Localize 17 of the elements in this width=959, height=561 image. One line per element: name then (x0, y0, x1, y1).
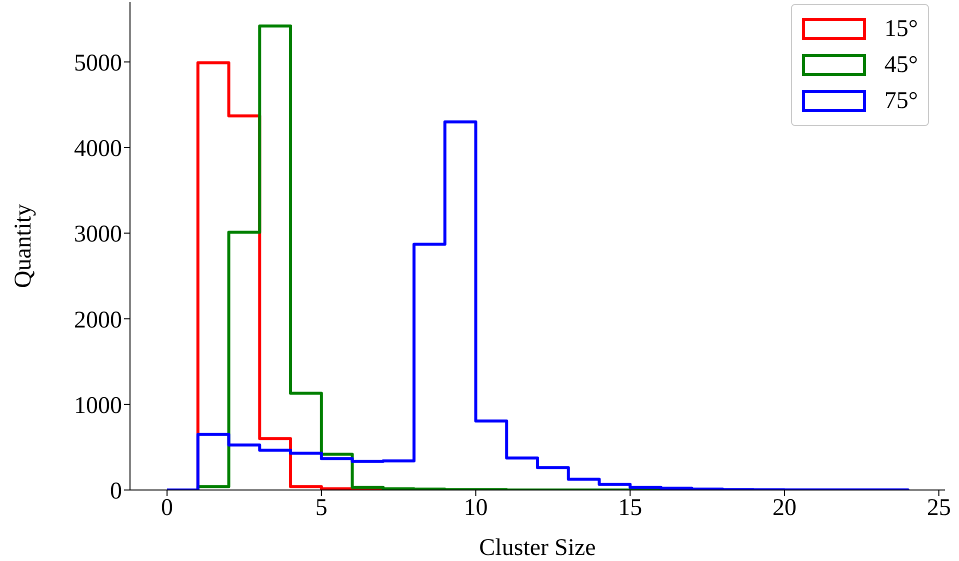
y-tick-label: 2000 (74, 307, 122, 334)
legend-label: 15° (884, 16, 918, 42)
y-tick-label: 0 (110, 478, 122, 505)
x-tick-label: 15 (618, 495, 642, 522)
y-tick-label: 5000 (74, 50, 122, 76)
y-axis-title: Quantity (10, 204, 37, 288)
legend-label: 75° (884, 88, 918, 114)
x-tick-label: 25 (926, 495, 951, 522)
x-tick-label: 0 (161, 495, 174, 522)
x-axis-title: Cluster Size (479, 535, 596, 561)
y-tick-label: 4000 (74, 136, 122, 162)
x-tick-label: 5 (315, 495, 328, 522)
y-tick-label: 1000 (74, 392, 122, 419)
legend-label: 45° (884, 52, 918, 78)
x-tick-label: 10 (464, 495, 488, 522)
x-tick-label: 20 (772, 495, 796, 522)
y-tick-label: 3000 (74, 222, 122, 248)
